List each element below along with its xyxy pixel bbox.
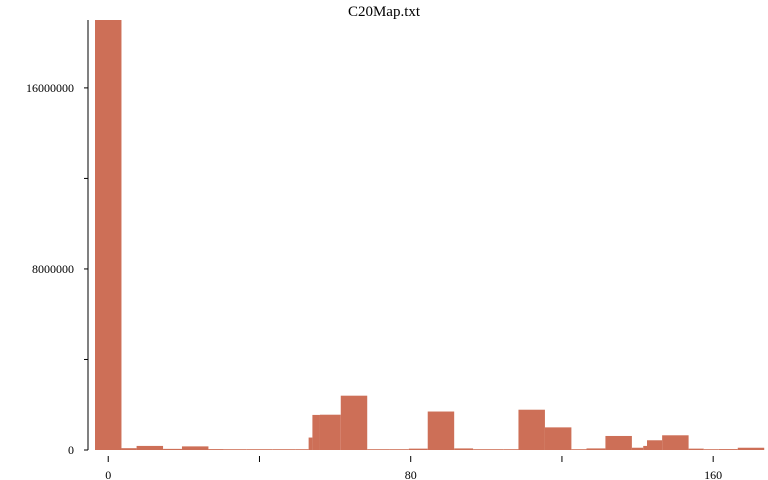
bar-14: [367, 449, 390, 450]
bar-8: [273, 449, 296, 450]
bar-32: [719, 449, 738, 450]
bar-1: [121, 448, 136, 450]
bar-15: [390, 449, 409, 450]
bars-layer: [95, 20, 764, 450]
x-ticks-layer: 0 80 160: [105, 456, 722, 480]
x-tick-label-0: 0: [105, 468, 111, 480]
bar-16: [409, 449, 428, 450]
chart-title: C20Map.txt: [348, 4, 421, 20]
bar-23: [571, 449, 586, 450]
bar-24: [587, 448, 606, 450]
bar-19: [473, 449, 503, 450]
x-tick-label-2: 80: [405, 468, 417, 480]
bar-25: [605, 436, 631, 450]
bar-5: [208, 449, 223, 450]
bar-26: [632, 448, 643, 450]
y-tick-label-4: 16000000: [26, 81, 74, 95]
bar-12: [320, 415, 341, 450]
bar-29: [662, 435, 688, 450]
bar-20: [503, 449, 518, 450]
bar-31: [704, 449, 719, 450]
bar-0: [95, 20, 121, 450]
y-tick-label-2: 8000000: [32, 262, 74, 276]
y-tick-label-0: 0: [68, 443, 74, 457]
bar-9: [295, 449, 308, 450]
bar-22: [545, 427, 571, 450]
bar-17: [428, 412, 454, 450]
bar-21: [518, 410, 544, 450]
bar-18: [454, 448, 473, 450]
bar-27: [643, 446, 647, 450]
x-tick-label-4: 160: [704, 468, 722, 480]
bar-33: [738, 448, 764, 450]
bar-2: [137, 446, 163, 450]
bar-10: [309, 438, 313, 450]
bar-7: [246, 449, 272, 450]
bar-3: [163, 449, 182, 450]
bar-6: [224, 449, 247, 450]
bar-28: [647, 440, 662, 450]
y-ticks-layer: 0 8000000 16000000: [26, 81, 88, 457]
bar-4: [182, 446, 208, 450]
bar-13: [341, 396, 367, 450]
bar-11: [312, 415, 320, 450]
bar-30: [689, 449, 704, 450]
